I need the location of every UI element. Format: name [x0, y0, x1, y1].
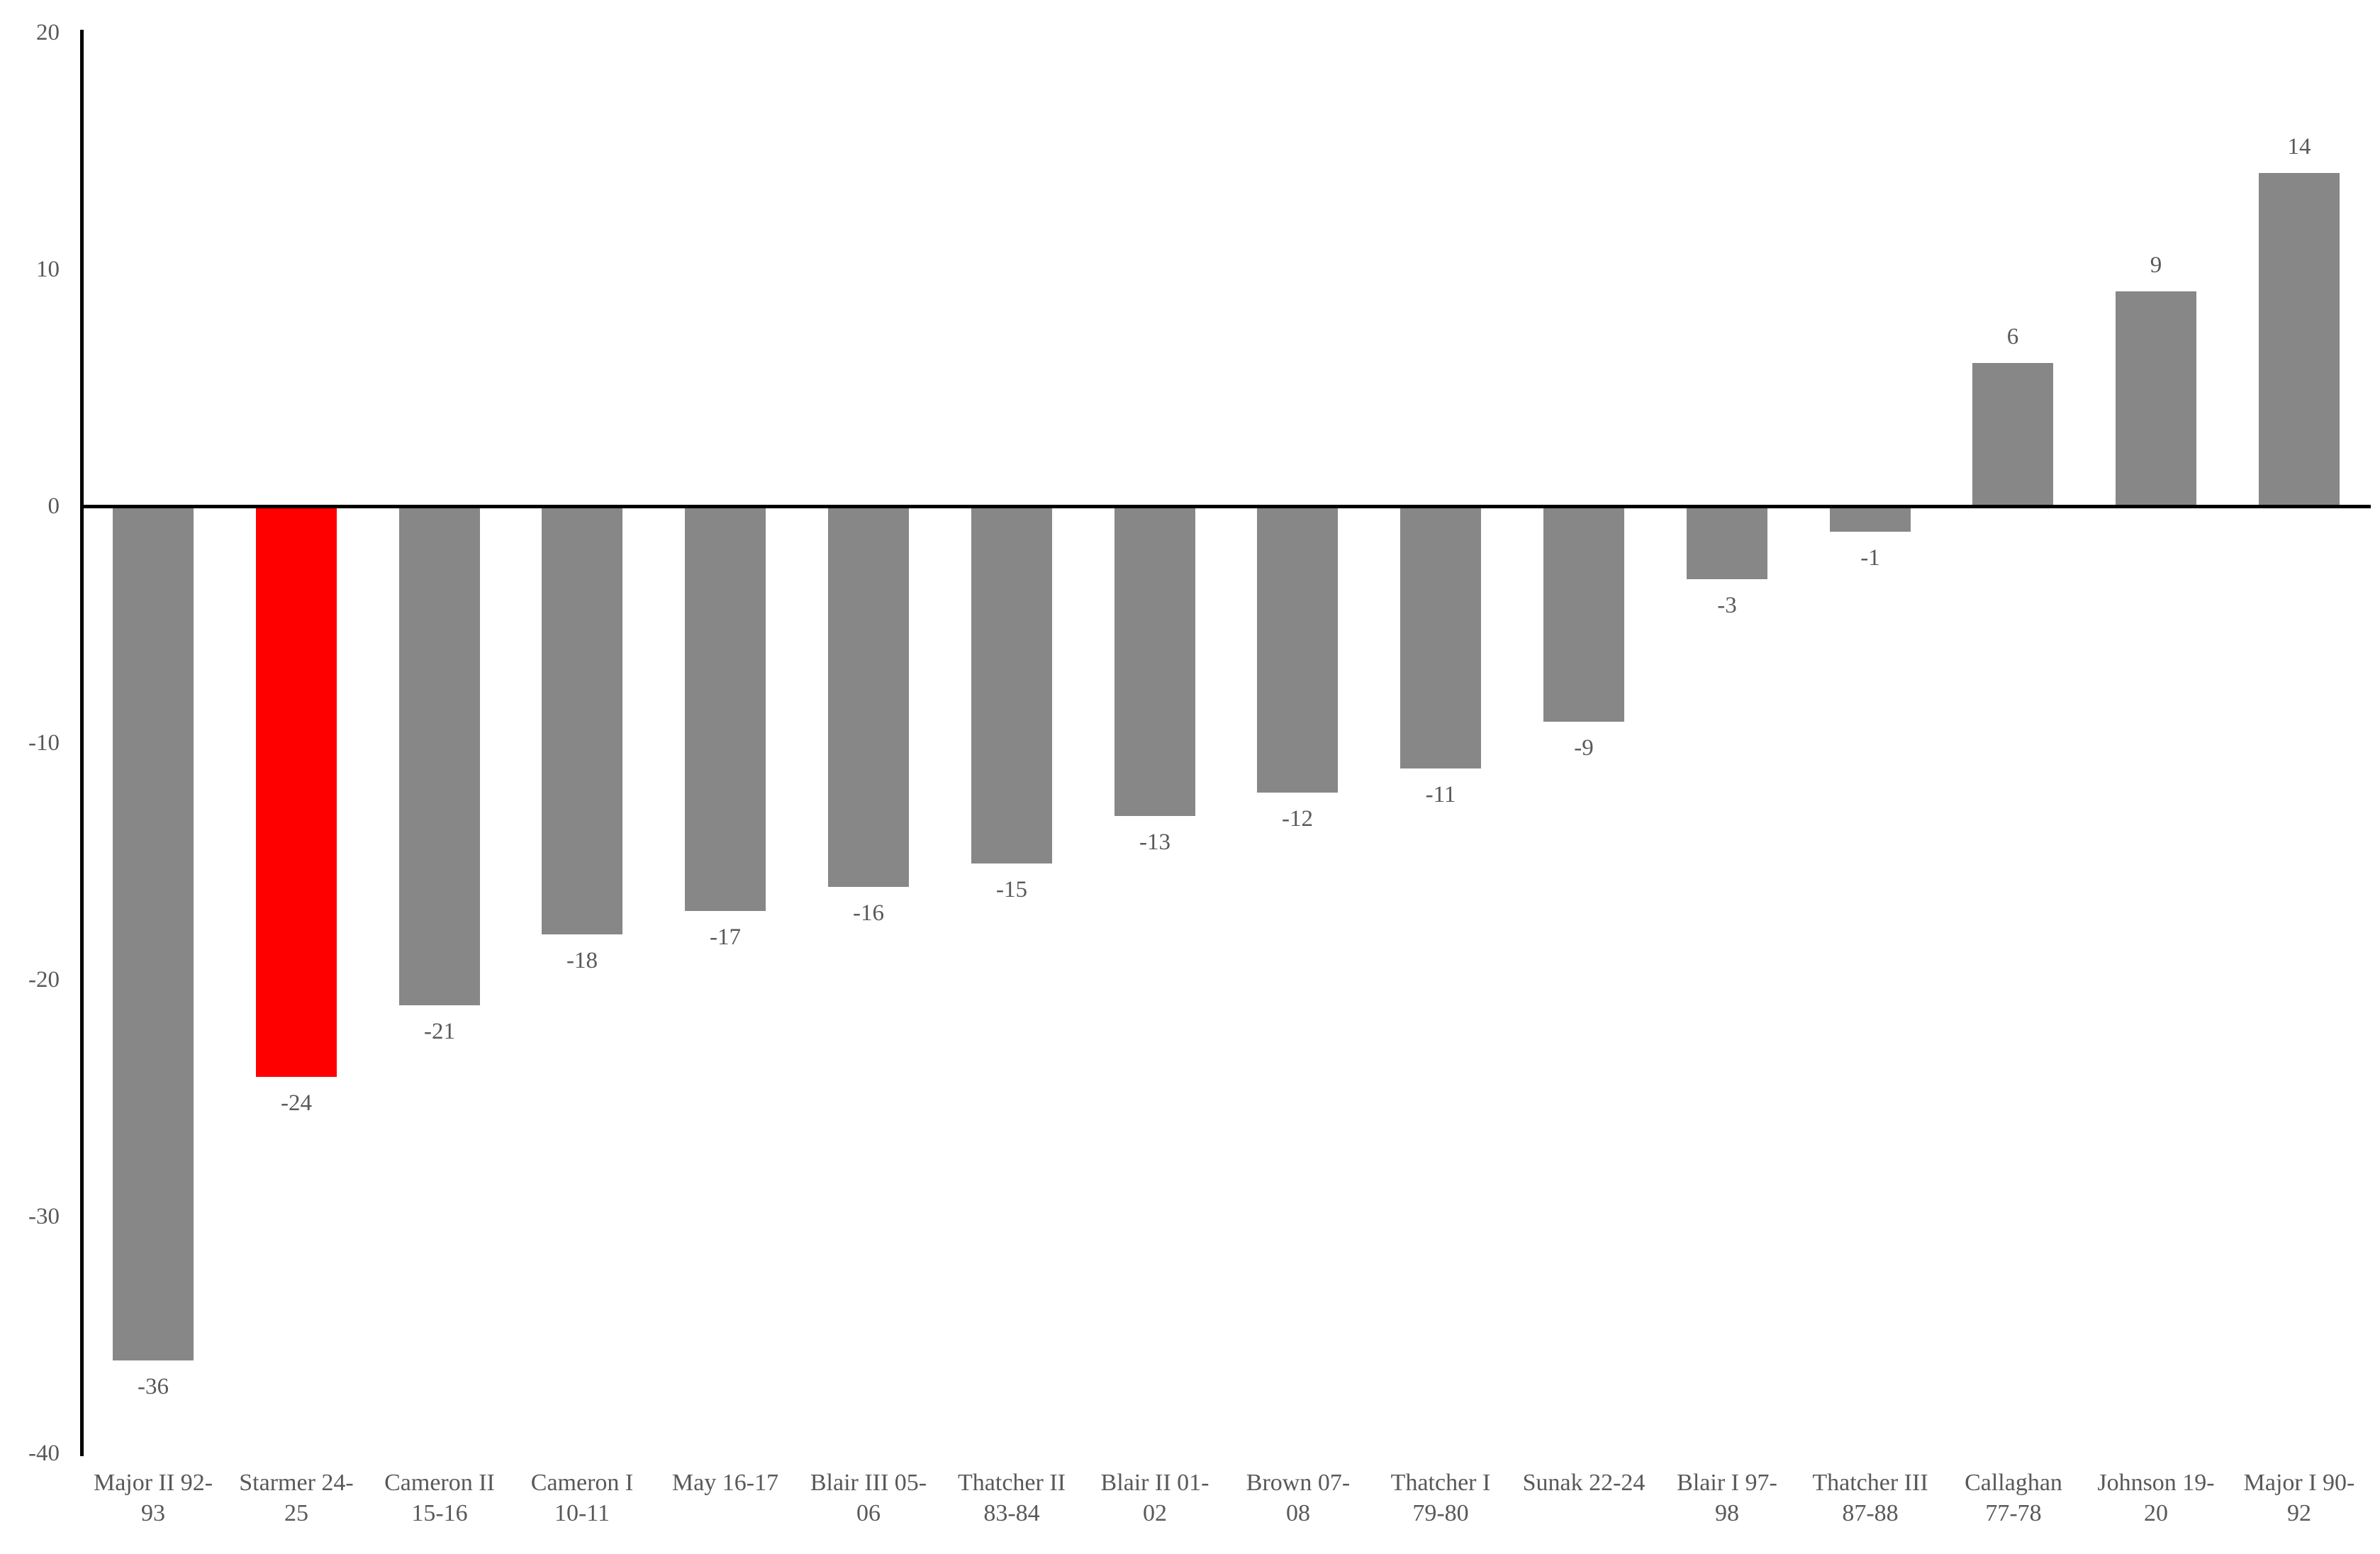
bar-value-label: -3: [1717, 593, 1737, 618]
category-label: Brown 07- 08: [1246, 1470, 1351, 1526]
bar: [828, 508, 909, 887]
bar-value-label: 6: [2006, 324, 2019, 350]
bar: [1257, 508, 1338, 793]
y-axis-tick-label: -40: [28, 1441, 60, 1466]
bar: [971, 508, 1052, 863]
bar-value-label: -18: [566, 948, 598, 973]
bar-value-label: -12: [1282, 806, 1313, 832]
category-label: Blair I 97- 98: [1677, 1470, 1777, 1526]
category-label: Starmer 24- 25: [239, 1470, 354, 1526]
category-label: Thatcher I 79-80: [1390, 1470, 1491, 1526]
y-axis-tick-label: -10: [28, 730, 60, 756]
bar-value-label: -11: [1425, 782, 1456, 807]
x-axis-zero-line: [80, 505, 2371, 508]
bar: [2116, 291, 2196, 505]
category-label: Cameron I 10-11: [530, 1470, 634, 1526]
category-label: Sunak 22-24: [1522, 1470, 1646, 1496]
category-label: Major II 92- 93: [93, 1470, 213, 1526]
category-label: Thatcher II 83-84: [958, 1470, 1066, 1526]
bar-value-label: 14: [2287, 134, 2311, 160]
bar-value-label: -9: [1574, 735, 1594, 761]
bar-value-label: -17: [710, 924, 741, 950]
bar: [1972, 363, 2053, 505]
category-label: Blair III 05- 06: [810, 1470, 927, 1526]
bar-value-label: -1: [1860, 545, 1880, 571]
bar: [1830, 508, 1911, 532]
bar: [399, 508, 480, 1005]
bar-value-label: -36: [138, 1374, 169, 1399]
bar: [1687, 508, 1767, 579]
y-axis-tick-label: 20: [36, 20, 60, 45]
bar-value-label: -15: [996, 877, 1027, 902]
y-axis-tick-label: 10: [36, 257, 60, 282]
bar-highlighted: [256, 508, 337, 1077]
bar: [685, 508, 766, 911]
bar: [1114, 508, 1195, 816]
bar: [542, 508, 622, 934]
category-label: Johnson 19- 20: [2097, 1470, 2215, 1526]
y-axis-tick-label: 0: [48, 493, 60, 519]
category-label: May 16-17: [671, 1470, 779, 1496]
y-axis-line: [80, 30, 84, 1456]
category-label: Thatcher III 87-88: [1812, 1470, 1928, 1526]
category-label: Blair II 01- 02: [1100, 1470, 1209, 1526]
bar-value-label: 9: [2150, 252, 2162, 278]
bar: [1400, 508, 1481, 768]
bar-value-label: -13: [1139, 829, 1171, 855]
y-axis-tick-label: -30: [28, 1204, 60, 1229]
bar-value-label: -21: [424, 1019, 455, 1044]
bar: [2259, 173, 2340, 505]
category-label: Cameron II 15-16: [384, 1470, 495, 1526]
bar: [113, 508, 194, 1360]
category-label: Callaghan 77-78: [1965, 1470, 2062, 1526]
bar-value-label: -16: [853, 900, 884, 926]
bar-value-label: -24: [281, 1090, 312, 1116]
y-axis-tick-label: -20: [28, 967, 60, 993]
bar: [1543, 508, 1624, 722]
category-label: Major I 90- 92: [2243, 1470, 2355, 1526]
